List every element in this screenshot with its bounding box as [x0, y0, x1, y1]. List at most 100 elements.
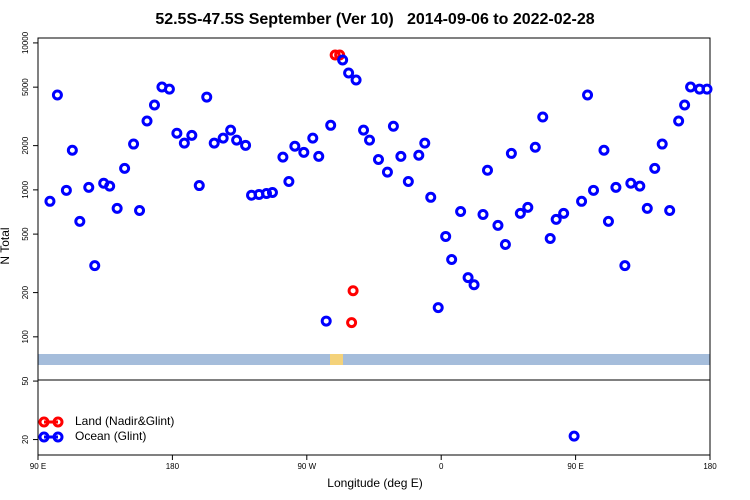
point: [74, 215, 86, 227]
point: [505, 147, 517, 159]
point: [432, 302, 444, 314]
legend-label: Ocean (Glint): [75, 429, 146, 443]
x-axis-label: Longitude (deg E): [327, 476, 422, 490]
point: [320, 315, 332, 327]
plot-frame: [37, 37, 711, 456]
y-tick-label: 20: [21, 435, 30, 444]
point: [337, 54, 349, 66]
point: [141, 115, 153, 127]
point: [634, 180, 646, 192]
point: [350, 74, 362, 86]
point: [602, 215, 614, 227]
y-tick-label: 100: [21, 330, 30, 344]
point: [679, 99, 691, 111]
point: [343, 67, 355, 79]
y-tick-label: 5000: [21, 78, 30, 96]
point: [641, 202, 653, 214]
x-tick-label: 90 E: [567, 462, 583, 471]
point: [440, 230, 452, 242]
point: [260, 187, 272, 199]
point: [186, 129, 198, 141]
y-tick-label: 10000: [21, 31, 30, 54]
point: [372, 153, 384, 165]
point: [492, 219, 504, 231]
x-tick-label: 180: [166, 462, 180, 471]
point: [119, 162, 131, 174]
point: [283, 176, 295, 188]
point: [171, 127, 183, 139]
point: [89, 260, 101, 272]
point: [387, 120, 399, 132]
legend-marker: [38, 431, 50, 443]
point: [289, 140, 301, 152]
y-tick-label: 50: [21, 376, 30, 385]
point: [208, 137, 220, 149]
point: [358, 124, 370, 136]
point: [649, 162, 661, 174]
point: [83, 181, 95, 193]
point: [381, 166, 393, 178]
legend-marker: [38, 416, 50, 428]
point: [522, 201, 534, 213]
point: [325, 119, 337, 131]
point: [193, 180, 205, 192]
x-tick-label: 180: [703, 462, 717, 471]
point: [544, 232, 556, 244]
point: [217, 132, 229, 144]
point: [598, 144, 610, 156]
point: [148, 99, 160, 111]
point: [313, 150, 325, 162]
point: [685, 81, 697, 93]
point: [625, 177, 637, 189]
land-patch: [330, 354, 343, 365]
point: [588, 184, 600, 196]
point: [346, 317, 358, 329]
point: [240, 139, 252, 151]
point: [558, 207, 570, 219]
point: [402, 176, 414, 188]
point: [499, 238, 511, 250]
point: [44, 195, 56, 207]
point: [576, 195, 588, 207]
point: [537, 111, 549, 123]
point: [307, 132, 319, 144]
land-ocean-band: [38, 354, 710, 365]
point: [656, 138, 668, 150]
point: [178, 137, 190, 149]
point: [104, 180, 116, 192]
point: [413, 149, 425, 161]
point: [51, 89, 63, 101]
y-axis-label: N Total: [0, 227, 12, 264]
point: [329, 49, 341, 61]
point: [266, 186, 278, 198]
point: [111, 202, 123, 214]
point: [231, 134, 243, 146]
legend-marker: [52, 416, 64, 428]
point: [468, 279, 480, 291]
point: [550, 213, 562, 225]
point: [462, 272, 474, 284]
legend-marker: [52, 431, 64, 443]
y-tick-label: 500: [21, 227, 30, 241]
point: [134, 204, 146, 216]
point: [347, 285, 359, 297]
point: [455, 205, 467, 217]
chart-title: 52.5S-47.5S September (Ver 10) 2014-09-0…: [155, 11, 594, 28]
y-tick-label: 2000: [21, 136, 30, 154]
point: [66, 144, 78, 156]
y-tick-label: 1000: [21, 180, 30, 198]
point: [419, 137, 431, 149]
point: [201, 91, 213, 103]
point: [446, 253, 458, 265]
point: [225, 124, 237, 136]
point: [60, 184, 72, 196]
point: [481, 164, 493, 176]
point: [128, 138, 140, 150]
point: [568, 430, 580, 442]
point: [514, 207, 526, 219]
x-tick-label: 90 W: [297, 462, 316, 471]
point: [582, 89, 594, 101]
point: [364, 134, 376, 146]
point: [425, 191, 437, 203]
